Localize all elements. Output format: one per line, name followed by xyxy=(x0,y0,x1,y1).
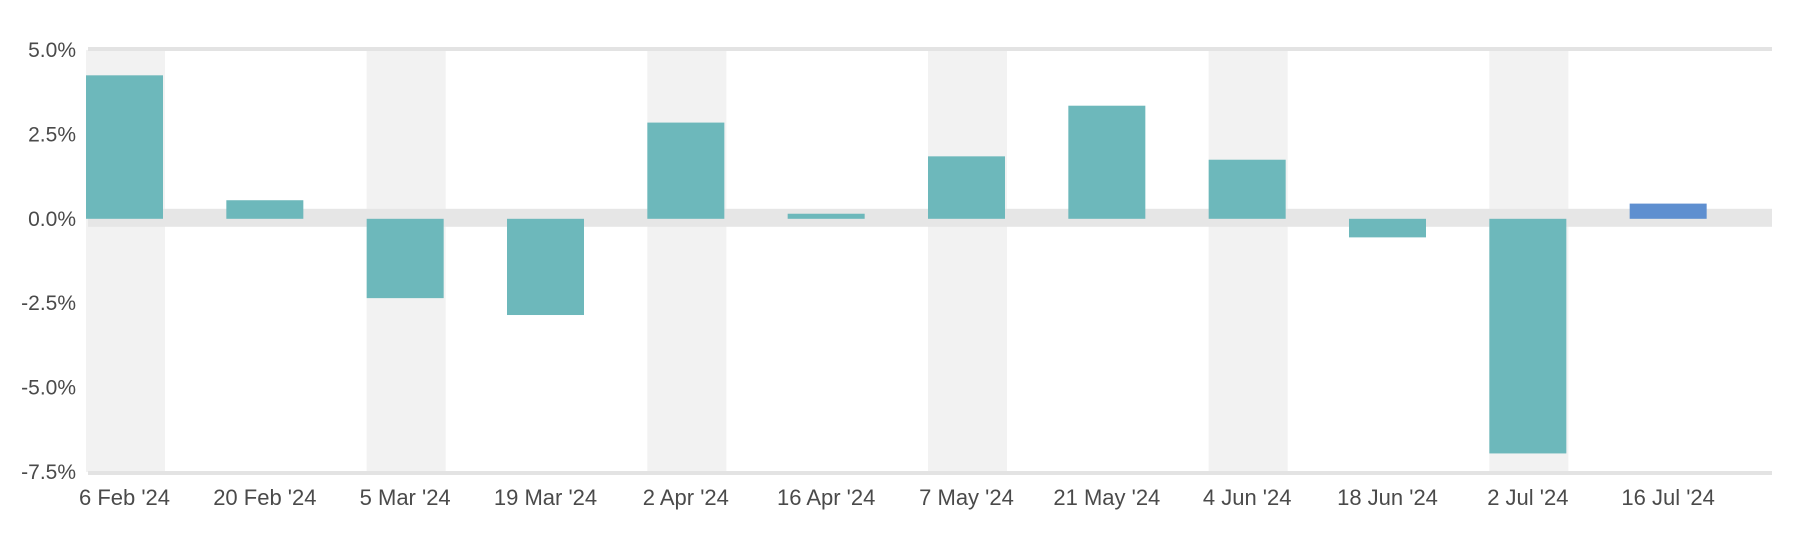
bar xyxy=(1068,105,1146,219)
column-band xyxy=(1208,50,1288,472)
y-tick-label: 2.5% xyxy=(28,123,76,146)
x-tick-label: 16 Jul '24 xyxy=(1621,485,1715,510)
bar xyxy=(1489,218,1567,454)
x-tick-label: 2 Apr '24 xyxy=(643,485,729,510)
x-tick-label: 4 Jun '24 xyxy=(1203,485,1292,510)
bar xyxy=(787,213,865,219)
bar xyxy=(507,218,584,316)
column-bands xyxy=(86,50,1569,472)
bar xyxy=(86,75,163,219)
bar xyxy=(366,218,444,299)
bars xyxy=(86,75,1707,454)
x-tick-label: 18 Jun '24 xyxy=(1337,485,1438,510)
x-tick-label: 6 Feb '24 xyxy=(79,485,170,510)
top-axis-line xyxy=(88,47,1772,51)
bar xyxy=(1629,203,1707,219)
column-band xyxy=(647,50,727,472)
x-tick-label: 7 May '24 xyxy=(919,485,1014,510)
bar xyxy=(647,122,725,219)
x-axis-ticks: 6 Feb '24 20 Feb '24 5 Mar '24 19 Mar '24 2 … xyxy=(79,485,1715,510)
x-tick-label: 5 Mar '24 xyxy=(360,485,451,510)
bar xyxy=(928,156,1005,219)
bottom-axis-line xyxy=(88,471,1772,475)
y-tick-label: -7.5% xyxy=(21,461,76,484)
y-axis-ticks: 5.0% 2.5% 0.0% -2.5% -5.0% -7.5% xyxy=(21,39,76,484)
y-tick-label: 0.0% xyxy=(28,208,76,231)
y-tick-label: -5.0% xyxy=(21,377,76,400)
y-tick-label: -2.5% xyxy=(21,292,76,315)
bar xyxy=(226,200,304,219)
bar xyxy=(1349,218,1426,238)
bar xyxy=(1208,159,1286,219)
x-tick-label: 21 May '24 xyxy=(1053,485,1160,510)
x-tick-label: 20 Feb '24 xyxy=(213,485,316,510)
x-tick-label: 19 Mar '24 xyxy=(494,485,597,510)
column-band xyxy=(928,50,1007,472)
x-tick-label: 16 Apr '24 xyxy=(777,485,875,510)
y-tick-label: 5.0% xyxy=(28,39,76,62)
x-tick-label: 2 Jul '24 xyxy=(1487,485,1568,510)
